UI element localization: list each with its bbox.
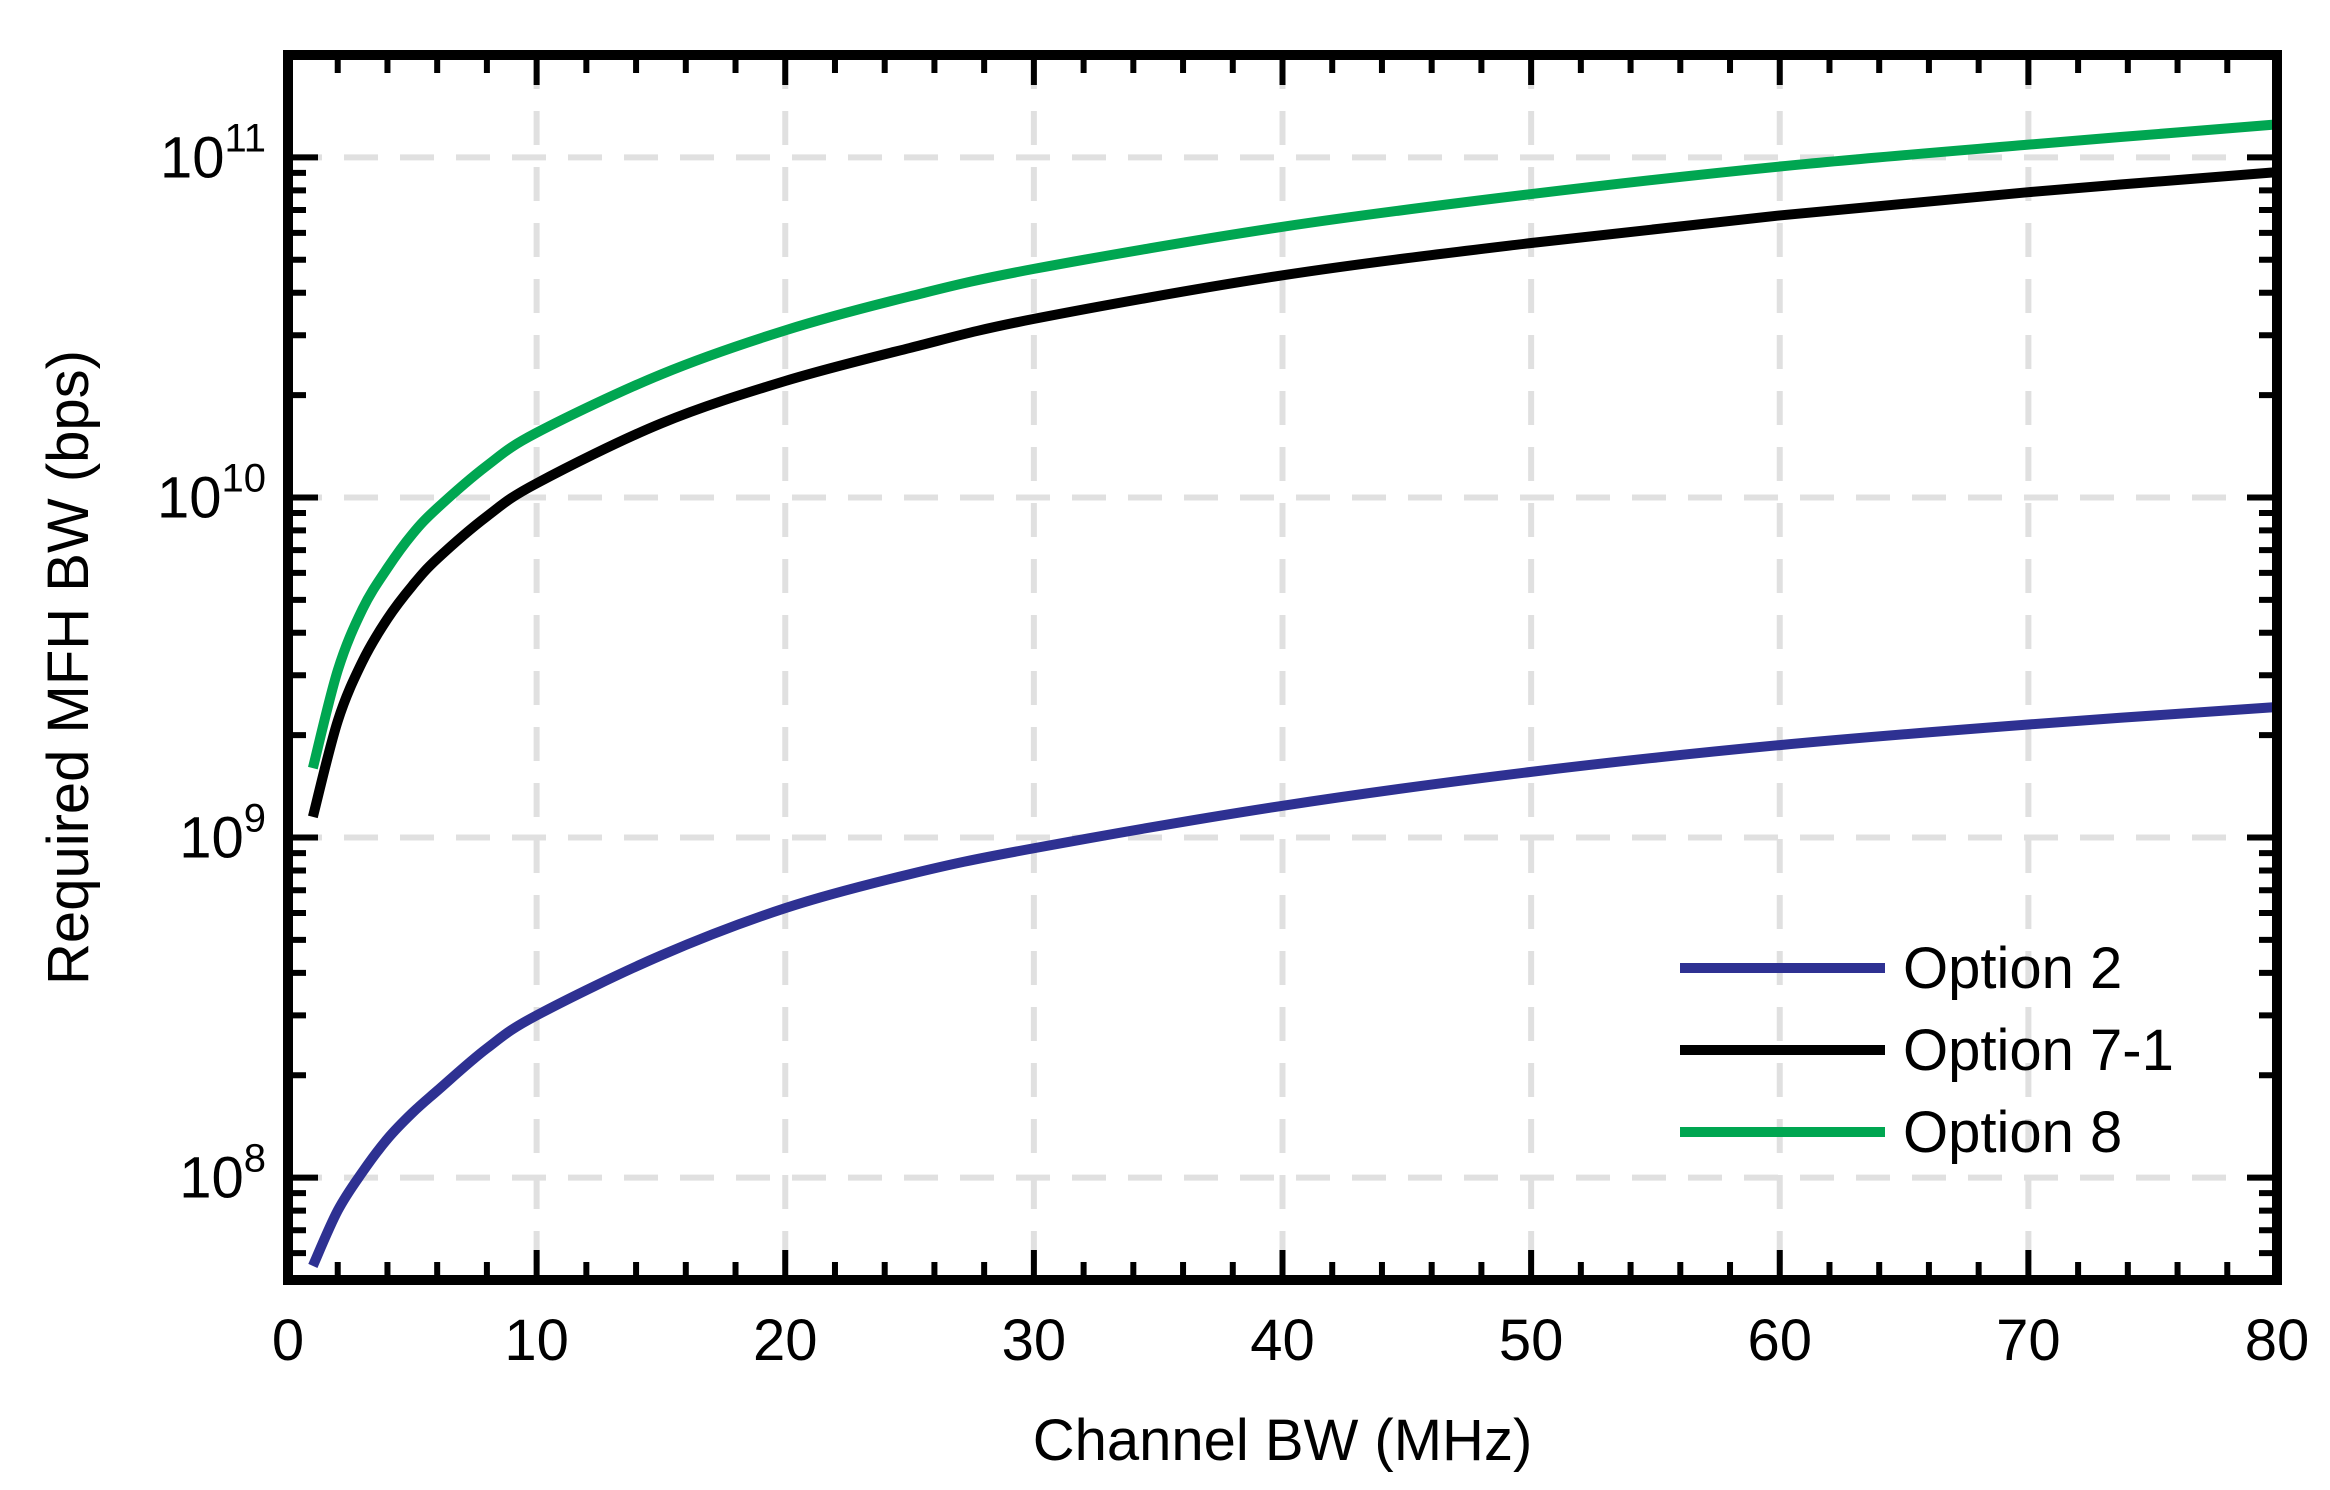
legend: Option 2 Option 7-1 Option 8 [1680,936,2174,1165]
x-tick-label: 70 [1996,1308,2061,1373]
x-axis-title: Channel BW (MHz) [1033,1408,1533,1473]
y-tick-label-exponent: 9 [244,797,266,841]
x-tick-label: 30 [1002,1308,1067,1373]
x-tick-label: 40 [1250,1308,1315,1373]
y-tick-label: 1010 [157,456,266,530]
y-tick-label-base: 10 [179,1146,244,1211]
x-tick-label: 60 [1747,1308,1812,1373]
y-tick-label: 1011 [160,116,266,190]
x-tick-label: 0 [272,1308,304,1373]
x-tick-label: 80 [2245,1308,2310,1373]
y-tick-label-base: 10 [160,125,225,190]
y-tick-label: 108 [179,1137,266,1211]
y-tick-label-exponent: 11 [224,116,266,160]
x-tick-label: 10 [504,1308,569,1373]
legend-label: Option 8 [1903,1100,2122,1165]
y-tick-label-base: 10 [157,465,222,530]
series-line [308,167,2278,819]
series-line [308,702,2278,1268]
y-axis-title: Required MFH BW (bps) [36,350,101,985]
legend-label: Option 7-1 [1903,1018,2174,1083]
y-tick-label-base: 10 [179,806,244,871]
y-tick-label-exponent: 10 [222,456,267,500]
y-tick-label-exponent: 8 [244,1137,266,1181]
series-line [308,119,2278,770]
x-tick-label: 20 [753,1308,818,1373]
legend-label: Option 2 [1903,936,2122,1001]
grid [288,55,2277,1280]
plot-frame [283,50,2282,1285]
series-lines [308,119,2278,1268]
y-tick-label: 109 [179,797,266,871]
x-tick-label: 50 [1499,1308,1564,1373]
